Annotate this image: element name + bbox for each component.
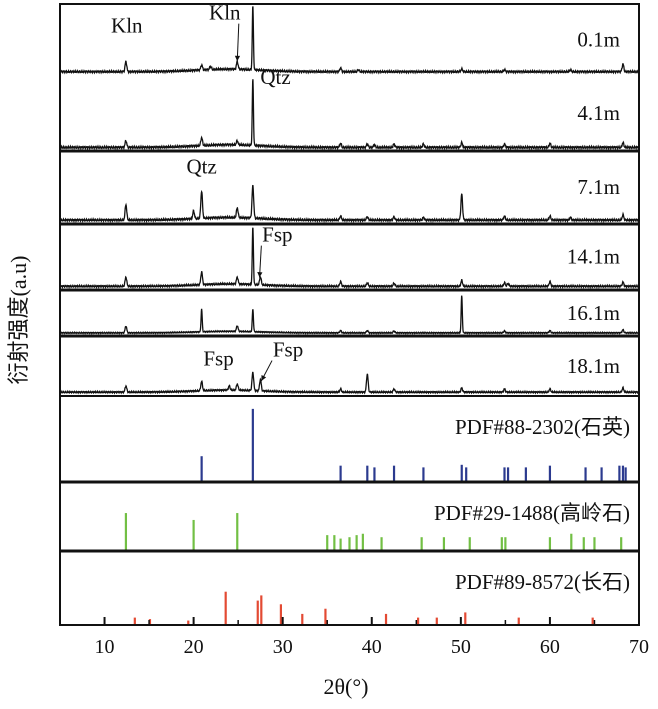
reference-card-label: PDF#89-8572(长石) [455, 570, 630, 594]
reference-panel: PDF#88-2302(石英) [200, 408, 630, 482]
plot-frame [59, 3, 640, 626]
annotation-arrowhead [257, 272, 263, 278]
phase-annotation: Fsp [273, 338, 303, 362]
reference-panel: PDF#29-1488(高岭石) [124, 501, 630, 551]
reference-card-label: PDF#88-2302(石英) [455, 415, 630, 439]
xrd-pattern-line [59, 6, 640, 75]
pattern-panel: 14.1m Fsp [59, 223, 640, 289]
x-axis-title: 2θ(°) [324, 674, 369, 699]
panels-layer: 0.1mKlnKln4.1mQtz7.1mQtz14.1mFsp16.1m18.… [59, 1, 640, 625]
reference-card-label: PDF#29-1488(高岭石) [434, 501, 630, 525]
x-tick-label: 40 [362, 636, 382, 658]
pattern-panel: 4.1m Qtz [59, 65, 640, 151]
phase-annotation: Qtz [260, 65, 290, 89]
sample-depth-label: 14.1m [567, 245, 620, 269]
x-tick-label: 50 [451, 636, 471, 658]
axes-layer: 10 20 30 40 50 60 70 [59, 3, 649, 658]
sample-depth-label: 16.1m [567, 301, 620, 325]
x-tick-label: 20 [184, 636, 204, 658]
annotation-arrowhead [261, 375, 267, 381]
xrd-pattern-line [59, 295, 640, 335]
annotation-arrowhead [234, 55, 241, 62]
phase-annotation: Qtz [186, 154, 216, 178]
sample-depth-label: 4.1m [577, 101, 620, 125]
xrd-pattern-line [59, 79, 640, 151]
phase-annotation: Fsp [203, 346, 233, 370]
sample-depth-label: 0.1m [577, 28, 620, 52]
y-axis-title: 衍射强度(a.u) [6, 256, 31, 385]
xrd-pattern-line [59, 371, 640, 395]
pattern-panel: 16.1m [59, 295, 640, 335]
x-tick-label: 30 [273, 636, 293, 658]
pattern-panel: 7.1m Qtz [59, 154, 640, 224]
x-tick-label: 70 [629, 636, 649, 658]
phase-annotation: Kln [111, 13, 143, 37]
reference-panel: PDF#89-8572(长石) [133, 570, 630, 625]
sample-depth-label: 7.1m [577, 175, 620, 199]
phase-annotation: Fsp [262, 223, 292, 247]
xrd-pattern-line [59, 184, 640, 224]
annotation-arrow [236, 23, 240, 62]
x-tick-label: 60 [540, 636, 560, 658]
pattern-panel: 18.1m Fsp Fsp [59, 338, 640, 395]
x-tick-label: 10 [95, 636, 115, 658]
sample-depth-label: 18.1m [567, 354, 620, 378]
xrd-pattern-line [59, 227, 640, 289]
